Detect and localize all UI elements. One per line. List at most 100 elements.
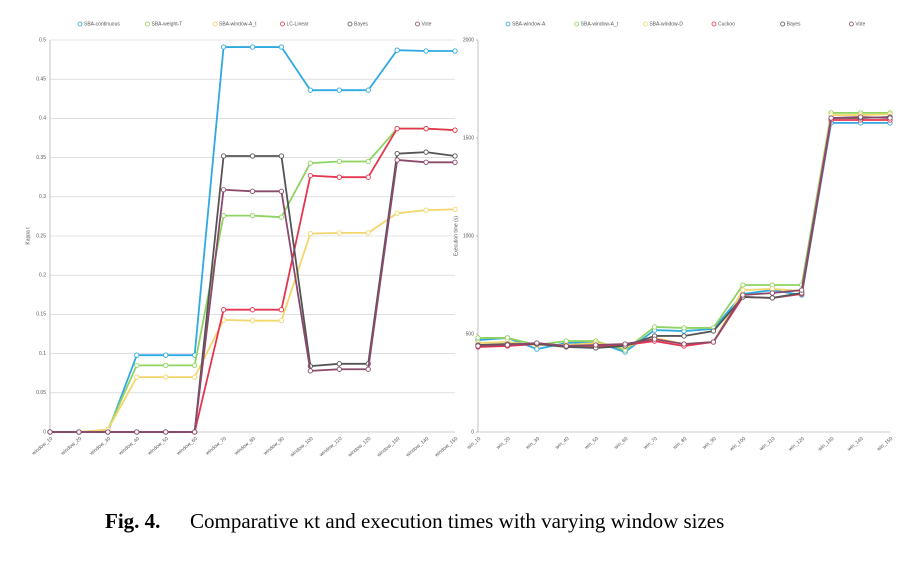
x-tick-label: window_140	[405, 436, 430, 459]
legend-label: Vote	[855, 21, 865, 27]
point	[740, 292, 746, 298]
x-tick-label: win_110	[759, 436, 777, 452]
point	[336, 361, 342, 367]
y-tick-label: 1500	[463, 135, 474, 141]
legend-marker	[415, 21, 420, 27]
point	[220, 44, 227, 50]
x-tick-label: window_50	[147, 436, 170, 457]
point	[76, 429, 82, 435]
point	[504, 342, 511, 348]
legend-marker	[711, 21, 717, 27]
point	[249, 188, 256, 194]
x-tick-label: window_150	[434, 436, 459, 459]
point	[423, 149, 429, 155]
y-tick-label: 0.15	[36, 312, 46, 318]
y-tick-label: 0.35	[36, 155, 46, 161]
point	[307, 368, 314, 374]
point	[423, 48, 429, 54]
legend-label: Cuckoo	[718, 21, 735, 27]
point	[307, 230, 314, 237]
y-tick-label: 0.45	[36, 77, 46, 83]
point	[423, 207, 429, 213]
x-tick-label: win_30	[525, 436, 541, 451]
point	[740, 287, 746, 293]
y-tick-label: 0.1	[39, 351, 46, 357]
legend-label: SBA-weight-T	[152, 21, 183, 27]
point	[336, 366, 342, 372]
x-tick-label: window_20	[60, 436, 83, 457]
point	[769, 295, 775, 301]
point	[278, 44, 285, 50]
point	[134, 352, 140, 358]
legend-label: Bayes	[787, 21, 801, 27]
point	[651, 324, 658, 330]
line	[50, 46, 455, 433]
legend-marker	[642, 21, 648, 27]
point	[365, 230, 371, 236]
y-tick-label: 0.3	[39, 194, 46, 200]
point	[365, 158, 371, 165]
point	[220, 212, 227, 219]
y-tick-label: 500	[466, 331, 475, 337]
point	[593, 342, 599, 348]
x-tick-label: win_150	[876, 436, 894, 453]
line	[477, 122, 890, 353]
y-tick-label: 0.4	[39, 116, 46, 122]
legend-label: SBA-window-A	[512, 21, 546, 27]
point	[394, 125, 400, 132]
legend-label: LC-Linear	[287, 21, 309, 27]
x-tick-label: window_60	[176, 436, 199, 457]
line	[477, 119, 890, 348]
x-tick-label: win_90	[702, 436, 718, 451]
x-tick-label: win_20	[496, 436, 512, 451]
y-tick-label: 0	[471, 429, 474, 435]
y-tick-label: 0.2	[39, 273, 46, 279]
point	[249, 153, 256, 159]
point	[394, 157, 400, 163]
legend-marker	[347, 21, 353, 27]
point	[220, 153, 227, 159]
point	[249, 212, 256, 219]
point	[475, 335, 481, 341]
legend-label: SBA-window-A_t	[581, 21, 619, 27]
point	[452, 153, 458, 159]
y-axis-label: Execution time (s)	[453, 216, 459, 256]
y-tick-label: 2000	[463, 37, 474, 43]
point	[563, 343, 569, 349]
legend-label: SBA-continuous	[84, 21, 120, 27]
x-tick-label: window_120	[347, 436, 372, 459]
point	[278, 318, 285, 324]
point	[163, 352, 169, 358]
point	[622, 341, 628, 347]
point	[278, 188, 285, 194]
caption-text: Comparative κt and execution times with …	[190, 509, 724, 533]
point	[423, 125, 429, 132]
point	[220, 307, 227, 313]
point	[307, 172, 314, 179]
point	[163, 362, 169, 369]
point	[134, 429, 140, 435]
point	[163, 374, 169, 380]
point	[799, 287, 805, 293]
point	[365, 366, 371, 372]
legend-label: SBA-window-A_t	[219, 21, 257, 27]
x-tick-label: win_120	[788, 436, 806, 453]
point	[278, 153, 285, 159]
point	[681, 341, 687, 347]
legend-marker	[280, 21, 285, 27]
x-tick-label: win_140	[847, 436, 865, 453]
line	[50, 159, 455, 433]
x-tick-label: window_110	[319, 436, 344, 458]
legend-label: SBA-window-D	[649, 21, 683, 27]
x-tick-label: win_80	[672, 436, 688, 451]
legend-marker	[212, 21, 218, 27]
point	[336, 158, 342, 165]
legend-label: Bayes	[354, 21, 368, 27]
point	[534, 340, 540, 346]
point	[681, 325, 687, 331]
point	[249, 318, 256, 324]
point	[681, 333, 687, 339]
y-tick-label: 1000	[463, 233, 474, 239]
point	[452, 206, 458, 212]
